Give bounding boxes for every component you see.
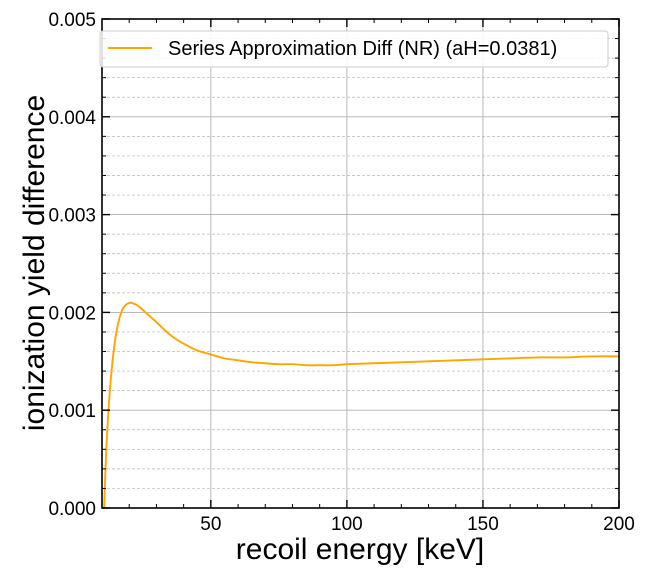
- plot-background: [102, 19, 619, 508]
- legend: Series Approximation Diff (NR) (aH=0.038…: [99, 30, 609, 68]
- tick-labels: 0.000 0.001 0.002 0.003 0.004 0.005 50 100 150 20…: [48, 10, 634, 535]
- ticks: [101, 18, 620, 509]
- y-tick-label: 0.001: [48, 401, 96, 422]
- legend-box: [99, 30, 609, 68]
- x-axis-title: recoil energy [keV]: [236, 533, 484, 566]
- x-tick-label: 150: [467, 514, 499, 535]
- legend-label: Series Approximation Diff (NR) (aH=0.038…: [168, 38, 557, 60]
- x-tick-label: 100: [331, 514, 363, 535]
- plot-frame: [101, 18, 620, 509]
- x-tick-label: 50: [200, 514, 221, 535]
- y-tick-label: 0.002: [48, 303, 96, 324]
- y-tick-label: 0.005: [48, 10, 96, 31]
- y-tick-label: 0.000: [48, 499, 96, 520]
- y-axis-title: ionization yield difference: [18, 95, 51, 431]
- x-tick-label: 200: [603, 514, 635, 535]
- y-tick-label: 0.003: [48, 206, 96, 227]
- series-layer: [103, 301, 620, 509]
- y-tick-label: 0.004: [48, 108, 96, 129]
- series-line: [103, 301, 620, 509]
